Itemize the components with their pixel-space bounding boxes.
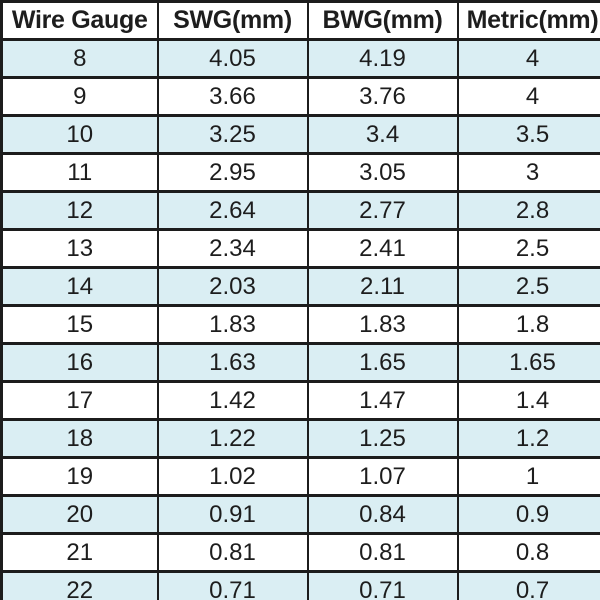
table-cell: 1.63 [156,342,309,383]
table-cell: 1.83 [156,304,309,345]
table-cell: 19 [0,456,159,497]
table-cell: 1.25 [306,418,459,459]
table-row: 17 1.42 1.47 1.4 [0,380,600,421]
table-cell: 1.07 [306,456,459,497]
table-row: 11 2.95 3.05 3 [0,152,600,193]
table-cell: 0.71 [306,570,459,600]
table-row: 14 2.03 2.11 2.5 [0,266,600,307]
table-cell: 2.34 [156,228,309,269]
table-cell: 0.7 [456,570,600,600]
table-row: 15 1.83 1.83 1.8 [0,304,600,345]
table-cell: 2.5 [456,266,600,307]
table-cell: 3.4 [306,114,459,155]
table-cell: 3.25 [156,114,309,155]
table-cell: 15 [0,304,159,345]
table-cell: 0.91 [156,494,309,535]
table-row: 8 4.05 4.19 4 [0,38,600,79]
table-row: 22 0.71 0.71 0.7 [0,570,600,600]
table-cell: 21 [0,532,159,573]
table-cell: 9 [0,76,159,117]
table-cell: 16 [0,342,159,383]
table-row: 21 0.81 0.81 0.8 [0,532,600,573]
table-cell: 22 [0,570,159,600]
table-cell: 14 [0,266,159,307]
table-cell: 4.19 [306,38,459,79]
header-bwg: BWG(mm) [306,0,459,41]
table-cell: 0.71 [156,570,309,600]
table-cell: 8 [0,38,159,79]
table-cell: 1.2 [456,418,600,459]
table-cell: 10 [0,114,159,155]
table-cell: 2.77 [306,190,459,231]
table-row: 10 3.25 3.4 3.5 [0,114,600,155]
table-cell: 4.05 [156,38,309,79]
table-cell: 1.22 [156,418,309,459]
table-cell: 20 [0,494,159,535]
table-row: 19 1.02 1.07 1 [0,456,600,497]
table-cell: 1.02 [156,456,309,497]
table-cell: 2.5 [456,228,600,269]
table-cell: 3.66 [156,76,309,117]
table-body: 8 4.05 4.19 4 9 3.66 3.76 4 10 3.25 3.4 3.5 11 2.95 3.… [0,38,600,600]
table-cell: 0.8 [456,532,600,573]
header-row: Wire Gauge SWG(mm) BWG(mm) Metric(mm) [0,0,600,41]
table-cell: 13 [0,228,159,269]
table-cell: 1.8 [456,304,600,345]
table-row: 20 0.91 0.84 0.9 [0,494,600,535]
header-metric: Metric(mm) [456,0,600,41]
table-cell: 1.65 [456,342,600,383]
table-cell: 4 [456,38,600,79]
table-row: 18 1.22 1.25 1.2 [0,418,600,459]
table-row: 9 3.66 3.76 4 [0,76,600,117]
table-cell: 1.47 [306,380,459,421]
table-cell: 0.84 [306,494,459,535]
table-cell: 12 [0,190,159,231]
table-cell: 1.65 [306,342,459,383]
table-cell: 2.95 [156,152,309,193]
table-cell: 2.64 [156,190,309,231]
table-cell: 0.9 [456,494,600,535]
table-cell: 3.76 [306,76,459,117]
table-cell: 1.42 [156,380,309,421]
table-cell: 3 [456,152,600,193]
table-cell: 0.81 [156,532,309,573]
table-cell: 2.03 [156,266,309,307]
table-cell: 3.5 [456,114,600,155]
table-cell: 1.83 [306,304,459,345]
table-cell: 1.4 [456,380,600,421]
table-cell: 11 [0,152,159,193]
table-cell: 0.81 [306,532,459,573]
table-cell: 3.05 [306,152,459,193]
table-row: 13 2.34 2.41 2.5 [0,228,600,269]
table-cell: 2.41 [306,228,459,269]
table-cell: 18 [0,418,159,459]
header-swg: SWG(mm) [156,0,309,41]
table-cell: 4 [456,76,600,117]
header-wire-gauge: Wire Gauge [0,0,159,41]
table-row: 16 1.63 1.65 1.65 [0,342,600,383]
table-row: 12 2.64 2.77 2.8 [0,190,600,231]
table-cell: 1 [456,456,600,497]
table-cell: 17 [0,380,159,421]
table-cell: 2.8 [456,190,600,231]
table-cell: 2.11 [306,266,459,307]
